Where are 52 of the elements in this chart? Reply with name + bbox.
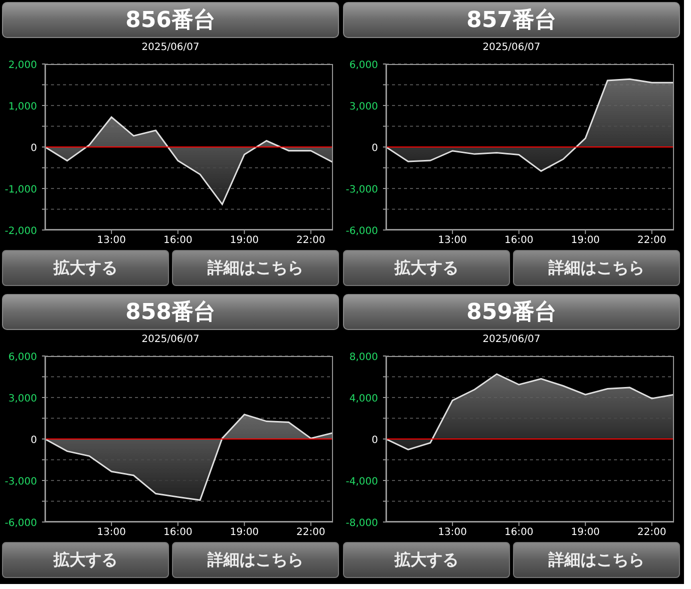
y-tick-label: -6,000 xyxy=(4,518,37,529)
text: 詳細はこちら xyxy=(172,250,339,286)
y-tick-label: 3,000 xyxy=(8,394,37,404)
y-tick-label: 6,000 xyxy=(8,352,37,363)
y-tick-label: -6,000 xyxy=(346,226,378,237)
chart-subtitle: 2025/06/07 xyxy=(482,42,542,54)
y-tick-label: 8,000 xyxy=(349,352,378,363)
chart-subtitle: 2025/06/07 xyxy=(482,334,542,346)
x-tick-label: 22:00 xyxy=(637,527,666,538)
x-tick-label: 16:00 xyxy=(164,527,192,538)
x-tick-label: 16:00 xyxy=(504,235,534,246)
chart-title: 857番台 xyxy=(343,2,680,38)
x-tick-label: 22:00 xyxy=(296,527,326,538)
x-tick-label: 19:00 xyxy=(570,527,600,538)
y-tick-label: 4,000 xyxy=(349,394,378,404)
y-tick-label: 1,000 xyxy=(8,102,37,112)
x-tick-label: 13:00 xyxy=(438,235,467,246)
x-tick-label: 22:00 xyxy=(637,235,666,246)
y-tick-label: -2,000 xyxy=(4,226,37,237)
text: 詳細はこちら xyxy=(513,250,680,286)
y-tick-label: -8,000 xyxy=(346,518,378,529)
x-tick-label: 16:00 xyxy=(164,235,192,246)
text: 拡大する xyxy=(343,250,510,286)
x-tick-label: 19:00 xyxy=(230,527,259,538)
x-tick-label: 19:00 xyxy=(570,235,600,246)
x-tick-label: 13:00 xyxy=(438,527,467,538)
chart-subtitle: 2025/06/07 xyxy=(140,42,200,54)
chart-subtitle: 2025/06/07 xyxy=(140,334,200,346)
x-tick-label: 22:00 xyxy=(296,235,326,246)
y-tick-label: 0 xyxy=(372,143,378,154)
x-tick-label: 13:00 xyxy=(97,527,126,538)
y-tick-label: 3,000 xyxy=(349,102,378,112)
y-tick-label: -4,000 xyxy=(346,476,378,488)
y-tick-label: -3,000 xyxy=(346,184,378,196)
chart-title: 856番台 xyxy=(2,2,339,38)
y-tick-label: -1,000 xyxy=(4,184,37,196)
x-tick-label: 19:00 xyxy=(230,235,259,246)
y-tick-label: 6,000 xyxy=(349,60,378,71)
text: 拡大する xyxy=(2,250,169,286)
y-tick-label: 2,000 xyxy=(8,60,37,71)
x-tick-label: 13:00 xyxy=(97,235,126,246)
chart-title: 858番台 xyxy=(2,294,339,330)
y-tick-label: 0 xyxy=(372,435,378,446)
y-tick-label: 0 xyxy=(30,435,37,446)
x-tick-label: 16:00 xyxy=(504,527,534,538)
text: 詳細はこちら xyxy=(172,542,339,578)
chart-title: 859番台 xyxy=(343,294,680,330)
text: 拡大する xyxy=(2,542,169,578)
y-tick-label: -3,000 xyxy=(4,476,37,488)
y-tick-label: 0 xyxy=(30,143,37,154)
text: 拡大する xyxy=(343,542,510,578)
text: 詳細はこちら xyxy=(513,542,680,578)
